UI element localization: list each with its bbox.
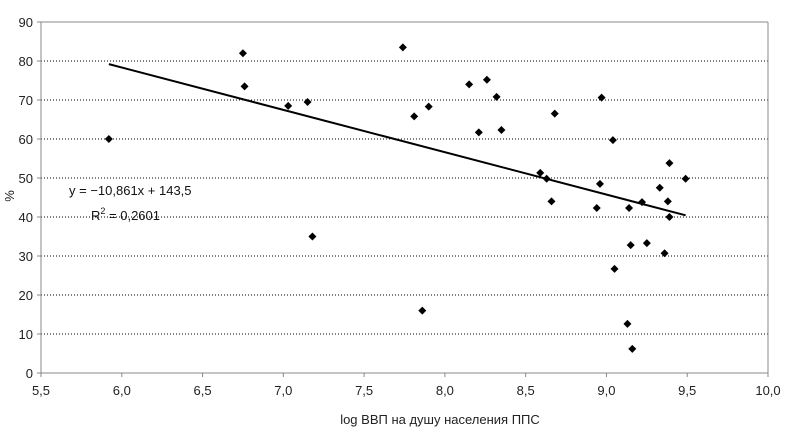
data-point [497, 126, 506, 135]
y-tick-label: 50 [19, 171, 33, 186]
data-point [308, 232, 317, 241]
data-point [547, 197, 556, 206]
y-tick-label: 10 [19, 327, 33, 342]
r-squared-label: R2 = 0,2601 [91, 206, 160, 223]
trendline-group [108, 63, 686, 217]
x-axis-title: log ВВП на душу населения ППС [340, 412, 540, 427]
y-tick-label: 20 [19, 288, 33, 303]
data-point [681, 174, 690, 183]
x-tick-label: 6,0 [113, 383, 131, 398]
data-point [655, 183, 664, 192]
x-tick-label: 9,5 [678, 383, 696, 398]
y-tick-label: 60 [19, 132, 33, 147]
data-point [665, 213, 674, 221]
tick-labels: 0 10 20 30 40 50 60 70 80 90 5,5 6,0 6,5 7,0 7,5 8,0 8,5… [19, 15, 781, 398]
y-tick-label: 90 [19, 15, 33, 30]
data-point [623, 319, 632, 328]
data-point [542, 174, 551, 183]
data-point [424, 102, 433, 111]
data-point [303, 97, 312, 106]
data-point [665, 159, 674, 168]
data-point [104, 135, 113, 143]
data-point [418, 306, 427, 315]
data-points [104, 43, 690, 353]
data-point [637, 198, 646, 207]
x-tick-label: 9,0 [597, 383, 615, 398]
gridlines [41, 21, 768, 335]
x-tick-label: 5,5 [32, 383, 50, 398]
data-point [642, 239, 651, 248]
data-point [608, 136, 617, 145]
data-point [610, 264, 619, 273]
data-point [595, 179, 604, 188]
data-point [238, 49, 247, 58]
y-tick-label: 70 [19, 93, 33, 108]
x-tick-label: 7,5 [355, 383, 373, 398]
data-point [284, 101, 293, 110]
y-tick-label: 40 [19, 210, 33, 225]
data-point [597, 93, 606, 102]
data-point [625, 204, 634, 213]
data-point [410, 112, 419, 121]
data-point [628, 344, 637, 353]
data-point [536, 168, 545, 177]
trendline-equation-label: y = −10,861x + 143,5 [69, 183, 192, 198]
axes [37, 21, 769, 377]
data-point [592, 204, 601, 213]
y-tick-label: 0 [26, 366, 33, 381]
data-point [550, 109, 559, 118]
y-tick-label: 30 [19, 249, 33, 264]
data-point [492, 92, 501, 101]
data-point [398, 43, 407, 52]
x-tick-label: 10,0 [755, 383, 780, 398]
trendline [108, 63, 686, 217]
data-point [474, 128, 483, 137]
x-tick-label: 8,5 [517, 383, 535, 398]
data-point [626, 241, 635, 250]
x-tick-label: 6,5 [194, 383, 212, 398]
data-point [465, 80, 474, 89]
y-tick-label: 80 [19, 54, 33, 69]
x-tick-label: 7,0 [274, 383, 292, 398]
data-point [660, 249, 669, 258]
data-point [240, 82, 249, 91]
y-axis-title: % [2, 190, 17, 202]
data-point [482, 75, 491, 84]
data-point [663, 197, 672, 206]
x-tick-label: 8,0 [436, 383, 454, 398]
